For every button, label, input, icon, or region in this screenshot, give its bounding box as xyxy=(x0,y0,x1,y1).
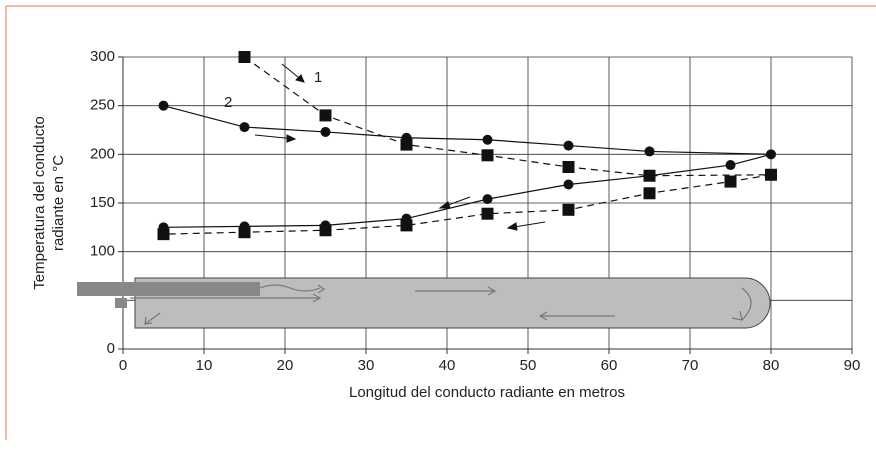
annotation: 1 xyxy=(314,69,322,86)
x-tick-label: 90 xyxy=(844,357,861,374)
tube-diagram xyxy=(77,277,771,329)
marker xyxy=(562,160,575,173)
x-axis-label: Longitud del conducto radiante en metros xyxy=(349,384,625,401)
plot xyxy=(157,51,777,241)
marker xyxy=(643,169,656,182)
marker xyxy=(319,109,332,122)
burner-stub xyxy=(115,298,127,308)
marker xyxy=(481,207,494,220)
marker xyxy=(400,138,413,151)
annotation: 2 xyxy=(224,94,232,111)
y-axis-label: Temperatura del conducto radiante en °C xyxy=(31,116,67,289)
marker xyxy=(481,149,494,162)
marker xyxy=(482,194,493,205)
marker xyxy=(239,122,250,133)
burner xyxy=(77,282,260,296)
series-line xyxy=(163,105,772,228)
marker xyxy=(320,126,331,137)
x-tick-label: 30 xyxy=(358,357,375,374)
marker xyxy=(562,203,575,216)
y-tick-label: 100 xyxy=(90,243,115,260)
marker xyxy=(319,224,332,237)
marker xyxy=(157,228,170,241)
marker xyxy=(725,160,736,171)
marker xyxy=(643,187,656,200)
marker xyxy=(724,175,737,188)
y-tick-label: 200 xyxy=(90,145,115,162)
y-tick-label: 150 xyxy=(90,194,115,211)
marker xyxy=(400,219,413,232)
x-tick-label: 20 xyxy=(277,357,294,374)
y-axis-label-line: Temperatura del conducto xyxy=(31,116,48,289)
x-tick-label: 50 xyxy=(520,357,537,374)
y-axis-label-line: radiante en °C xyxy=(50,155,67,251)
y-tick-label: 250 xyxy=(90,97,115,114)
marker xyxy=(238,226,251,239)
marker xyxy=(238,51,251,63)
y-tick-label: 300 xyxy=(90,48,115,65)
x-tick-label: 60 xyxy=(601,357,618,374)
x-tick-label: 80 xyxy=(763,357,780,374)
y-tick-label: 0 xyxy=(107,340,115,357)
marker xyxy=(765,168,777,181)
x-tick-label: 40 xyxy=(439,357,456,374)
marker xyxy=(563,140,574,151)
marker xyxy=(158,100,169,111)
marker xyxy=(766,149,776,160)
x-tick-label: 0 xyxy=(119,357,127,374)
x-tick-label: 10 xyxy=(196,357,213,374)
flow-arrows xyxy=(130,284,752,325)
series-line xyxy=(163,56,772,235)
x-tick-label: 70 xyxy=(682,357,699,374)
pointer-arrows xyxy=(254,63,546,231)
marker xyxy=(644,146,655,157)
marker xyxy=(482,134,493,145)
marker xyxy=(563,179,574,190)
